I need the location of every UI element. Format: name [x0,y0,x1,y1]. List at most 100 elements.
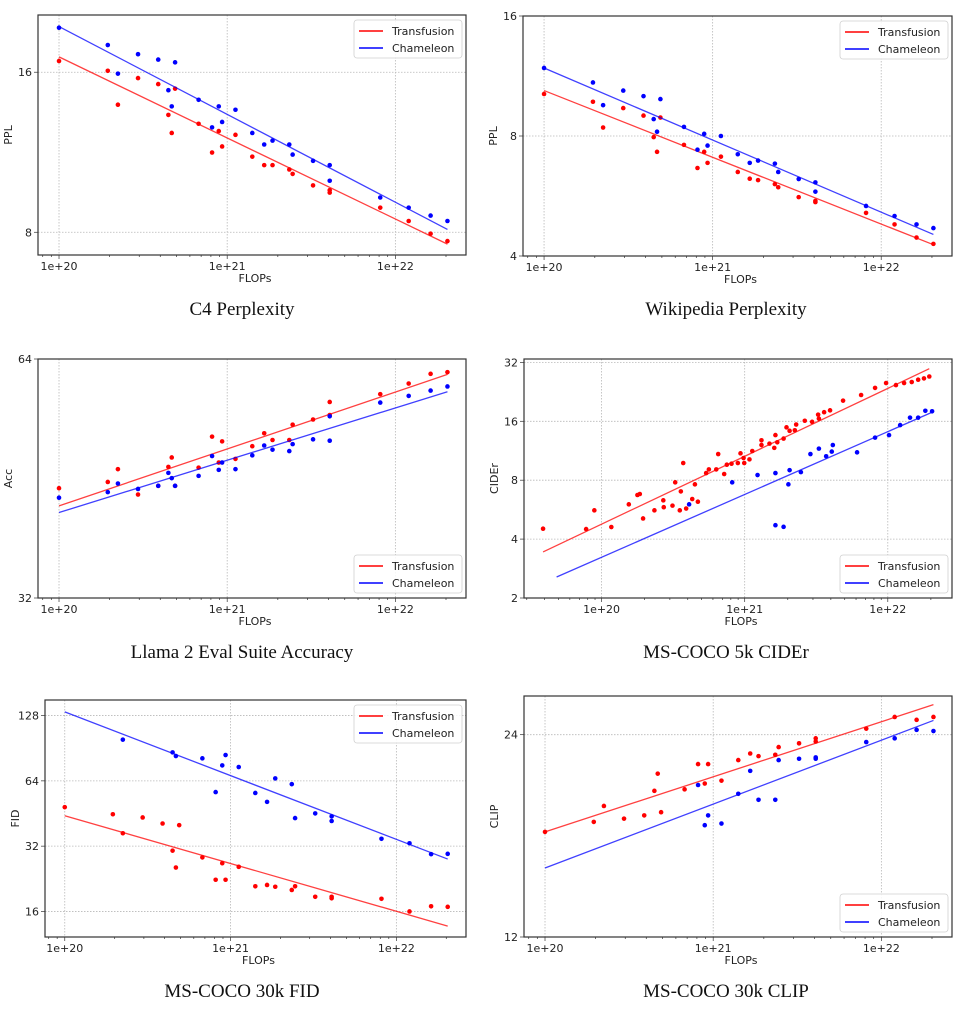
transfusion-point [677,508,683,513]
chameleon-point [286,142,292,147]
chameleon-point [772,161,778,166]
transfusion-point [815,412,821,417]
chameleon-point [755,472,760,478]
chameleon-point [327,438,333,443]
legend-label-transfusion: Transfusion [877,560,940,573]
transfusion-point [816,416,822,421]
chameleon-point [781,524,786,530]
transfusion-point [56,58,62,64]
transfusion-point [749,448,755,454]
y-tick-label: 4 [510,250,517,263]
chameleon-point [166,470,171,476]
transfusion-point [661,504,667,510]
chameleon-point [169,475,175,481]
transfusion-point [655,771,661,776]
chameleon-point [773,470,778,476]
transfusion-point [170,848,175,853]
chameleon-point [541,65,547,71]
transfusion-point [219,144,225,149]
chameleon-point [261,142,267,147]
transfusion-point [893,382,899,388]
transfusion-point [901,380,907,386]
legend-label-transfusion: Transfusion [391,560,454,573]
chameleon-point [105,489,111,495]
y-axis-label: CIDEr [488,463,501,494]
y-tick-label: 128 [18,710,39,723]
chameleon-point [249,453,255,458]
chameleon-point [286,448,292,454]
transfusion-point [286,167,292,172]
x-tick-label: 1e+20 [41,260,78,273]
chart-title-wikipedia-perplexity: Wikipedia Perplexity [645,299,807,320]
transfusion-point [219,439,225,444]
chameleon-point [290,441,295,447]
transfusion-point [738,451,743,456]
y-tick-label: 32 [25,840,39,853]
transfusion-point [813,199,818,205]
transfusion-point [115,466,121,472]
chameleon-point [590,80,596,85]
chameleon-point [233,466,238,472]
chameleon-point [756,797,761,803]
legend: Transfusion Chameleon [839,893,949,933]
chameleon-point [735,791,741,797]
transfusion-point [931,241,936,247]
x-tick-label: 1e+22 [863,261,900,274]
chameleon-point [658,96,663,102]
chameleon-point [813,180,818,185]
chameleon-point [219,763,225,768]
chameleon-point [796,756,802,762]
transfusion-point [292,883,298,889]
legend-label-chameleon: Chameleon [878,916,940,929]
chameleon-point [923,408,928,414]
chameleon-point [729,480,735,485]
x-axis-label: FLOPs [242,954,275,967]
transfusion-point [160,821,165,826]
y-tick-label: 2 [511,592,518,605]
transfusion-point [176,822,182,828]
chameleon-point [796,176,801,182]
x-tick-label: 1e+20 [583,603,620,616]
transfusion-point [583,526,589,532]
chameleon-point [120,737,126,742]
transfusion-point [678,489,684,494]
transfusion-point [428,904,434,909]
chameleon-point [209,453,215,459]
transfusion-point [681,142,687,148]
y-axis-label: PPL [2,124,15,144]
x-axis-label: FLOPs [239,272,272,285]
x-tick-label: 1e+21 [209,603,246,616]
chameleon-point [445,384,450,389]
chart-title-llama2-accuracy: Llama 2 Eval Suite Accuracy [130,642,354,663]
plot-frame [37,358,467,599]
chameleon-point [377,400,383,405]
transfusion-point [718,154,724,159]
y-tick-label: 64 [25,775,39,788]
chameleon-point [695,147,700,153]
chameleon-point [600,102,606,108]
chameleon-point [695,782,701,788]
chameleon-point [170,750,175,755]
transfusion-point [155,81,161,87]
chameleon-point [620,88,626,93]
chameleon-point [787,467,792,473]
chameleon-point [329,818,334,824]
transfusion-point [219,860,225,866]
plot-area [542,704,936,869]
chameleon-point [209,125,215,130]
chameleon-point [135,486,141,492]
chameleon-point [310,158,316,164]
transfusion-point [658,809,664,815]
x-axis-label: FLOPs [239,615,272,628]
x-tick-label: 1e+21 [726,603,763,616]
chameleon-point [886,432,892,438]
transfusion-point [290,171,295,177]
y-axis-label: CLIP [488,804,501,828]
transfusion-point [379,896,384,902]
transfusion-point [542,829,548,835]
chameleon-point [776,757,781,763]
transfusion-point [621,816,627,821]
transfusion-point [541,91,547,97]
chameleon-point [915,415,921,420]
chameleon-point [407,840,412,846]
